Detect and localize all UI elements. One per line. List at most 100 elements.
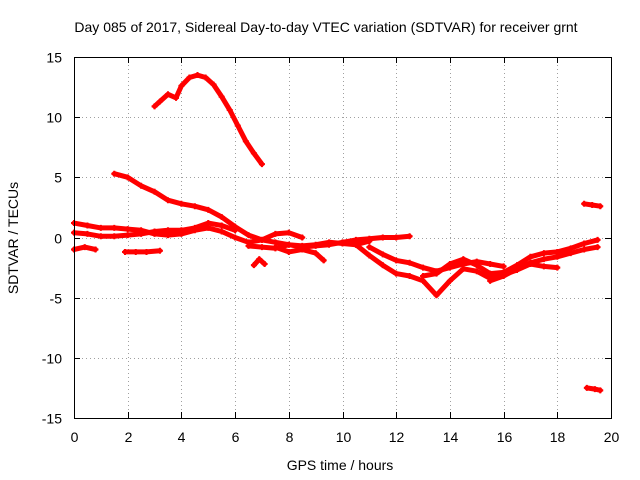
series-point (540, 256, 547, 263)
series-point (591, 386, 598, 393)
series-point (583, 384, 590, 391)
chart-title: Day 085 of 2017, Sidereal Day-to-day VTE… (74, 19, 577, 35)
series-point (138, 182, 145, 189)
series-point (379, 262, 386, 269)
series-point (393, 257, 400, 264)
series-point (500, 273, 507, 280)
series-point (285, 229, 292, 236)
series-point (245, 242, 252, 249)
series-point (446, 260, 453, 267)
series-point (164, 197, 171, 204)
plot-frame (74, 57, 612, 419)
x-tick-label: 6 (232, 429, 240, 445)
series-point (540, 263, 547, 270)
series-point (178, 82, 185, 89)
series-point (124, 232, 131, 239)
series-point (218, 214, 225, 221)
series-point (173, 94, 180, 101)
series-point (84, 222, 91, 229)
series-point (97, 233, 104, 240)
series-point (205, 220, 212, 227)
series-point (433, 292, 440, 299)
series-point (210, 81, 217, 88)
series-point (299, 246, 306, 253)
x-tick-label: 2 (125, 429, 133, 445)
series-point (326, 241, 333, 248)
series-point (567, 250, 574, 257)
series-point (205, 206, 212, 213)
series-point (554, 253, 561, 260)
series-point (514, 265, 521, 272)
series-point (366, 235, 373, 242)
series-point (339, 239, 346, 246)
series-point (232, 234, 239, 241)
series-point (272, 230, 279, 237)
series-point (366, 252, 373, 259)
series-point (406, 233, 413, 240)
series-point (124, 226, 131, 233)
series-point (202, 74, 209, 81)
y-tick-label: -15 (42, 411, 62, 427)
series-point (581, 200, 588, 207)
series-point (446, 277, 453, 284)
series-point (581, 240, 588, 247)
series-point (250, 262, 257, 269)
series-point (393, 234, 400, 241)
series-point (473, 262, 480, 269)
series-point (218, 222, 225, 229)
y-axis-title: SDTVAR / TECUs (5, 182, 21, 294)
series-point (258, 161, 265, 168)
series-point (151, 228, 158, 235)
x-tick-label: 12 (389, 429, 405, 445)
x-tick-label: 16 (497, 429, 513, 445)
series-point (312, 242, 319, 249)
series-point (218, 228, 225, 235)
series-point (540, 250, 547, 257)
x-tick-label: 4 (178, 429, 186, 445)
series-point (258, 236, 265, 243)
y-tick-label: -10 (42, 351, 62, 367)
series-point (393, 270, 400, 277)
series-point (406, 273, 413, 280)
y-tick-label: 15 (46, 50, 62, 66)
series-point (250, 150, 257, 157)
series-point (81, 244, 88, 251)
y-tick-label: 10 (46, 110, 62, 126)
series-point (487, 277, 494, 284)
series-point (285, 241, 292, 248)
series-point (594, 244, 601, 251)
y-tick-label: 0 (54, 231, 62, 247)
series-point (151, 103, 158, 110)
series-point (406, 259, 413, 266)
series-point (597, 203, 604, 210)
x-tick-label: 8 (286, 429, 294, 445)
series-point (143, 248, 150, 255)
series-point (256, 256, 263, 263)
series-point (178, 200, 185, 207)
x-axis-title: GPS time / hours (287, 457, 394, 473)
x-tick-label: 18 (550, 429, 566, 445)
series-point (191, 224, 198, 231)
series-point (487, 270, 494, 277)
series-point (92, 246, 99, 253)
series-point (420, 273, 427, 280)
series-point (594, 236, 601, 243)
series-point (473, 268, 480, 275)
series-point (460, 256, 467, 263)
series-point (379, 234, 386, 241)
x-tick-label: 14 (443, 429, 459, 445)
series-point (178, 227, 185, 234)
x-tick-label: 10 (336, 429, 352, 445)
series-point (581, 246, 588, 253)
series-point (433, 270, 440, 277)
series-point (186, 74, 193, 81)
series-point (487, 260, 494, 267)
series-point (151, 188, 158, 195)
series-point (379, 251, 386, 258)
x-tick-label: 0 (71, 429, 79, 445)
series-point (111, 233, 118, 240)
series-point (156, 247, 163, 254)
series-point (554, 264, 561, 271)
